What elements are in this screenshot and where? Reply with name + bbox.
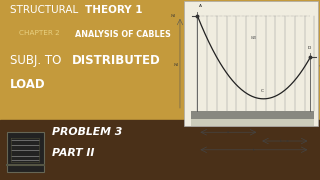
Text: LOAD: LOAD (10, 78, 45, 91)
Bar (191, 111, 314, 126)
Text: L - x: L - x (280, 139, 289, 143)
Text: x: x (227, 130, 230, 134)
Bar (7, 132, 44, 172)
Text: L: L (253, 148, 255, 152)
Bar (184, 1, 318, 126)
Text: $y_A$: $y_A$ (173, 62, 179, 69)
Text: $y_A$: $y_A$ (170, 12, 176, 20)
Text: ANALYSIS OF CABLES: ANALYSIS OF CABLES (75, 30, 171, 39)
Text: D: D (308, 46, 311, 50)
Text: PART II: PART II (52, 148, 94, 159)
Text: SUBJ. TO: SUBJ. TO (10, 54, 65, 67)
Bar (0, 120, 320, 180)
Text: CHAPTER 2: CHAPTER 2 (19, 30, 60, 36)
Text: A: A (199, 4, 202, 8)
Text: THEORY 1: THEORY 1 (85, 5, 142, 15)
Text: PROBLEM 3: PROBLEM 3 (52, 127, 122, 137)
Text: STRUCTURAL: STRUCTURAL (10, 5, 81, 15)
Text: DISTRIBUTED: DISTRIBUTED (72, 54, 161, 67)
Text: C: C (260, 89, 264, 93)
Bar (191, 111, 314, 119)
Text: $w_0$: $w_0$ (250, 35, 258, 42)
